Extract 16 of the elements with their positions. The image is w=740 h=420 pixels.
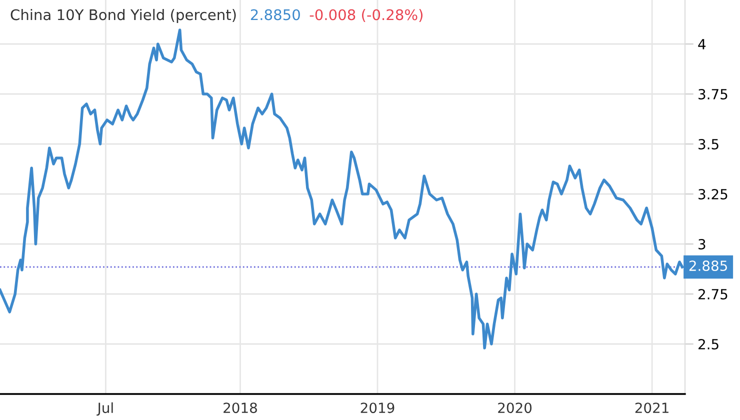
- ref-line-label: 2.885: [689, 260, 727, 272]
- y-tick-label: 2.75: [698, 288, 728, 300]
- annotation: 2.8850: [250, 9, 300, 20]
- text: China 10Y Bond Yield (percent): [10, 8, 236, 24]
- x-tick-label: 2018: [224, 402, 257, 414]
- x-tick-label: 2021: [635, 402, 668, 414]
- annotation: -0.008 (-0.28%): [310, 8, 422, 22]
- y-tick-label: 3.75: [698, 88, 728, 100]
- y-tick-label: 3: [698, 238, 706, 250]
- x-tick-label: Jul: [96, 402, 113, 416]
- y-tick-label: 3.25: [698, 188, 728, 200]
- x-tick-label: 2020: [498, 402, 532, 414]
- y-tick-label: 4: [698, 39, 706, 50]
- x-tick-label: 2019: [360, 402, 394, 414]
- y-tick-label: 3.5: [698, 138, 718, 150]
- y-tick-label: 2.5: [698, 338, 718, 350]
